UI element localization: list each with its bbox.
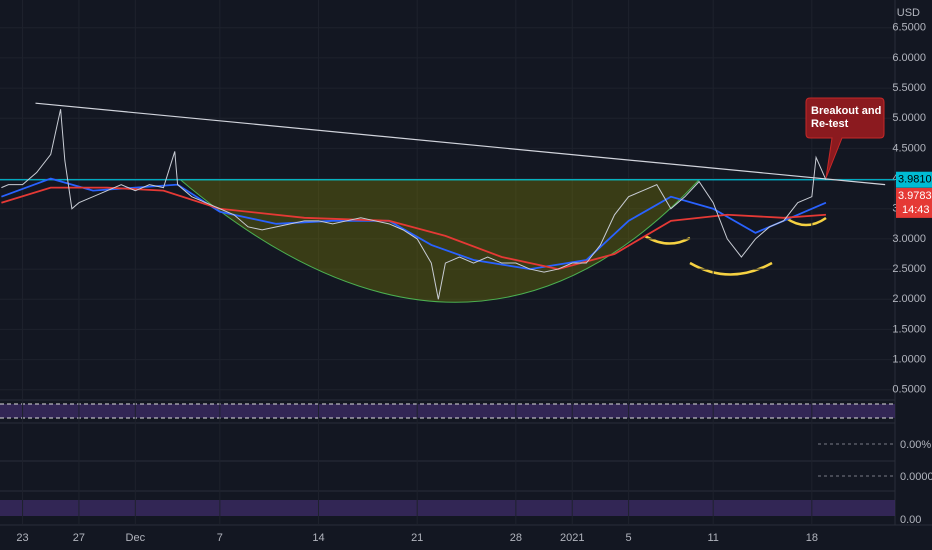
stoch-band	[0, 500, 895, 516]
x-tick-label: 28	[510, 532, 522, 544]
countdown: 14:43	[902, 204, 930, 216]
y-tick-label: 5.5000	[892, 82, 926, 94]
indicator-label: 0.00	[900, 514, 921, 526]
y-tick-label: 6.0000	[892, 52, 926, 64]
annotation-text: Re-test	[811, 118, 849, 130]
series-line	[1, 186, 827, 271]
y-tick-label: 2.5000	[892, 263, 926, 275]
annotation-box	[805, 97, 885, 179]
series-line	[1, 109, 827, 300]
x-tick-label: 5	[626, 532, 632, 544]
x-tick-label: 14	[312, 532, 324, 544]
shoulder-arc	[644, 234, 691, 245]
indicator-label: 0.0000	[900, 471, 932, 483]
y-tick-label: 4.5000	[892, 142, 926, 154]
indicator-label: 0.00%	[900, 439, 931, 451]
x-tick-label: 11	[707, 532, 718, 544]
x-tick-label: 18	[806, 532, 818, 544]
y-tick-label: 1.5000	[892, 323, 926, 335]
y-tick-label: 5.0000	[892, 112, 926, 124]
x-tick-label: 21	[411, 532, 423, 544]
x-tick-label: Dec	[126, 532, 146, 544]
annotation-text: Breakout and	[811, 105, 881, 117]
rsi-band	[0, 404, 895, 418]
y-tick-label: 2.0000	[892, 293, 926, 305]
currency-label: USD	[897, 7, 920, 19]
head-arc	[689, 261, 773, 276]
y-tick-label: 1.0000	[892, 353, 926, 365]
y-tick-label: 6.5000	[892, 22, 926, 34]
price-label: 3.9810	[898, 174, 932, 186]
series-line	[1, 177, 827, 270]
price-label-bg	[896, 187, 932, 218]
price-label-bg	[896, 171, 932, 188]
cup	[179, 179, 701, 303]
x-tick-label: 27	[73, 532, 85, 544]
x-tick-label: 23	[16, 532, 28, 544]
price-label: 3.9783	[898, 190, 932, 202]
y-tick-label: 0.5000	[892, 384, 926, 396]
shoulder-arc	[785, 216, 827, 227]
x-tick-label: 2021	[560, 532, 584, 544]
trendline	[35, 102, 886, 186]
x-tick-label: 7	[217, 532, 223, 544]
y-tick-label: 3.0000	[892, 233, 926, 245]
